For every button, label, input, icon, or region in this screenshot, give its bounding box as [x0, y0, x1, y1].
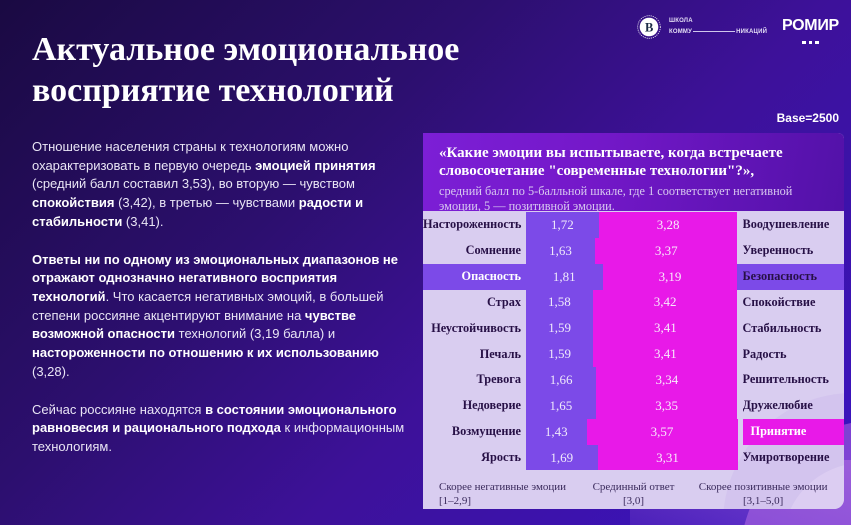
svg-text:В: В	[645, 21, 653, 35]
